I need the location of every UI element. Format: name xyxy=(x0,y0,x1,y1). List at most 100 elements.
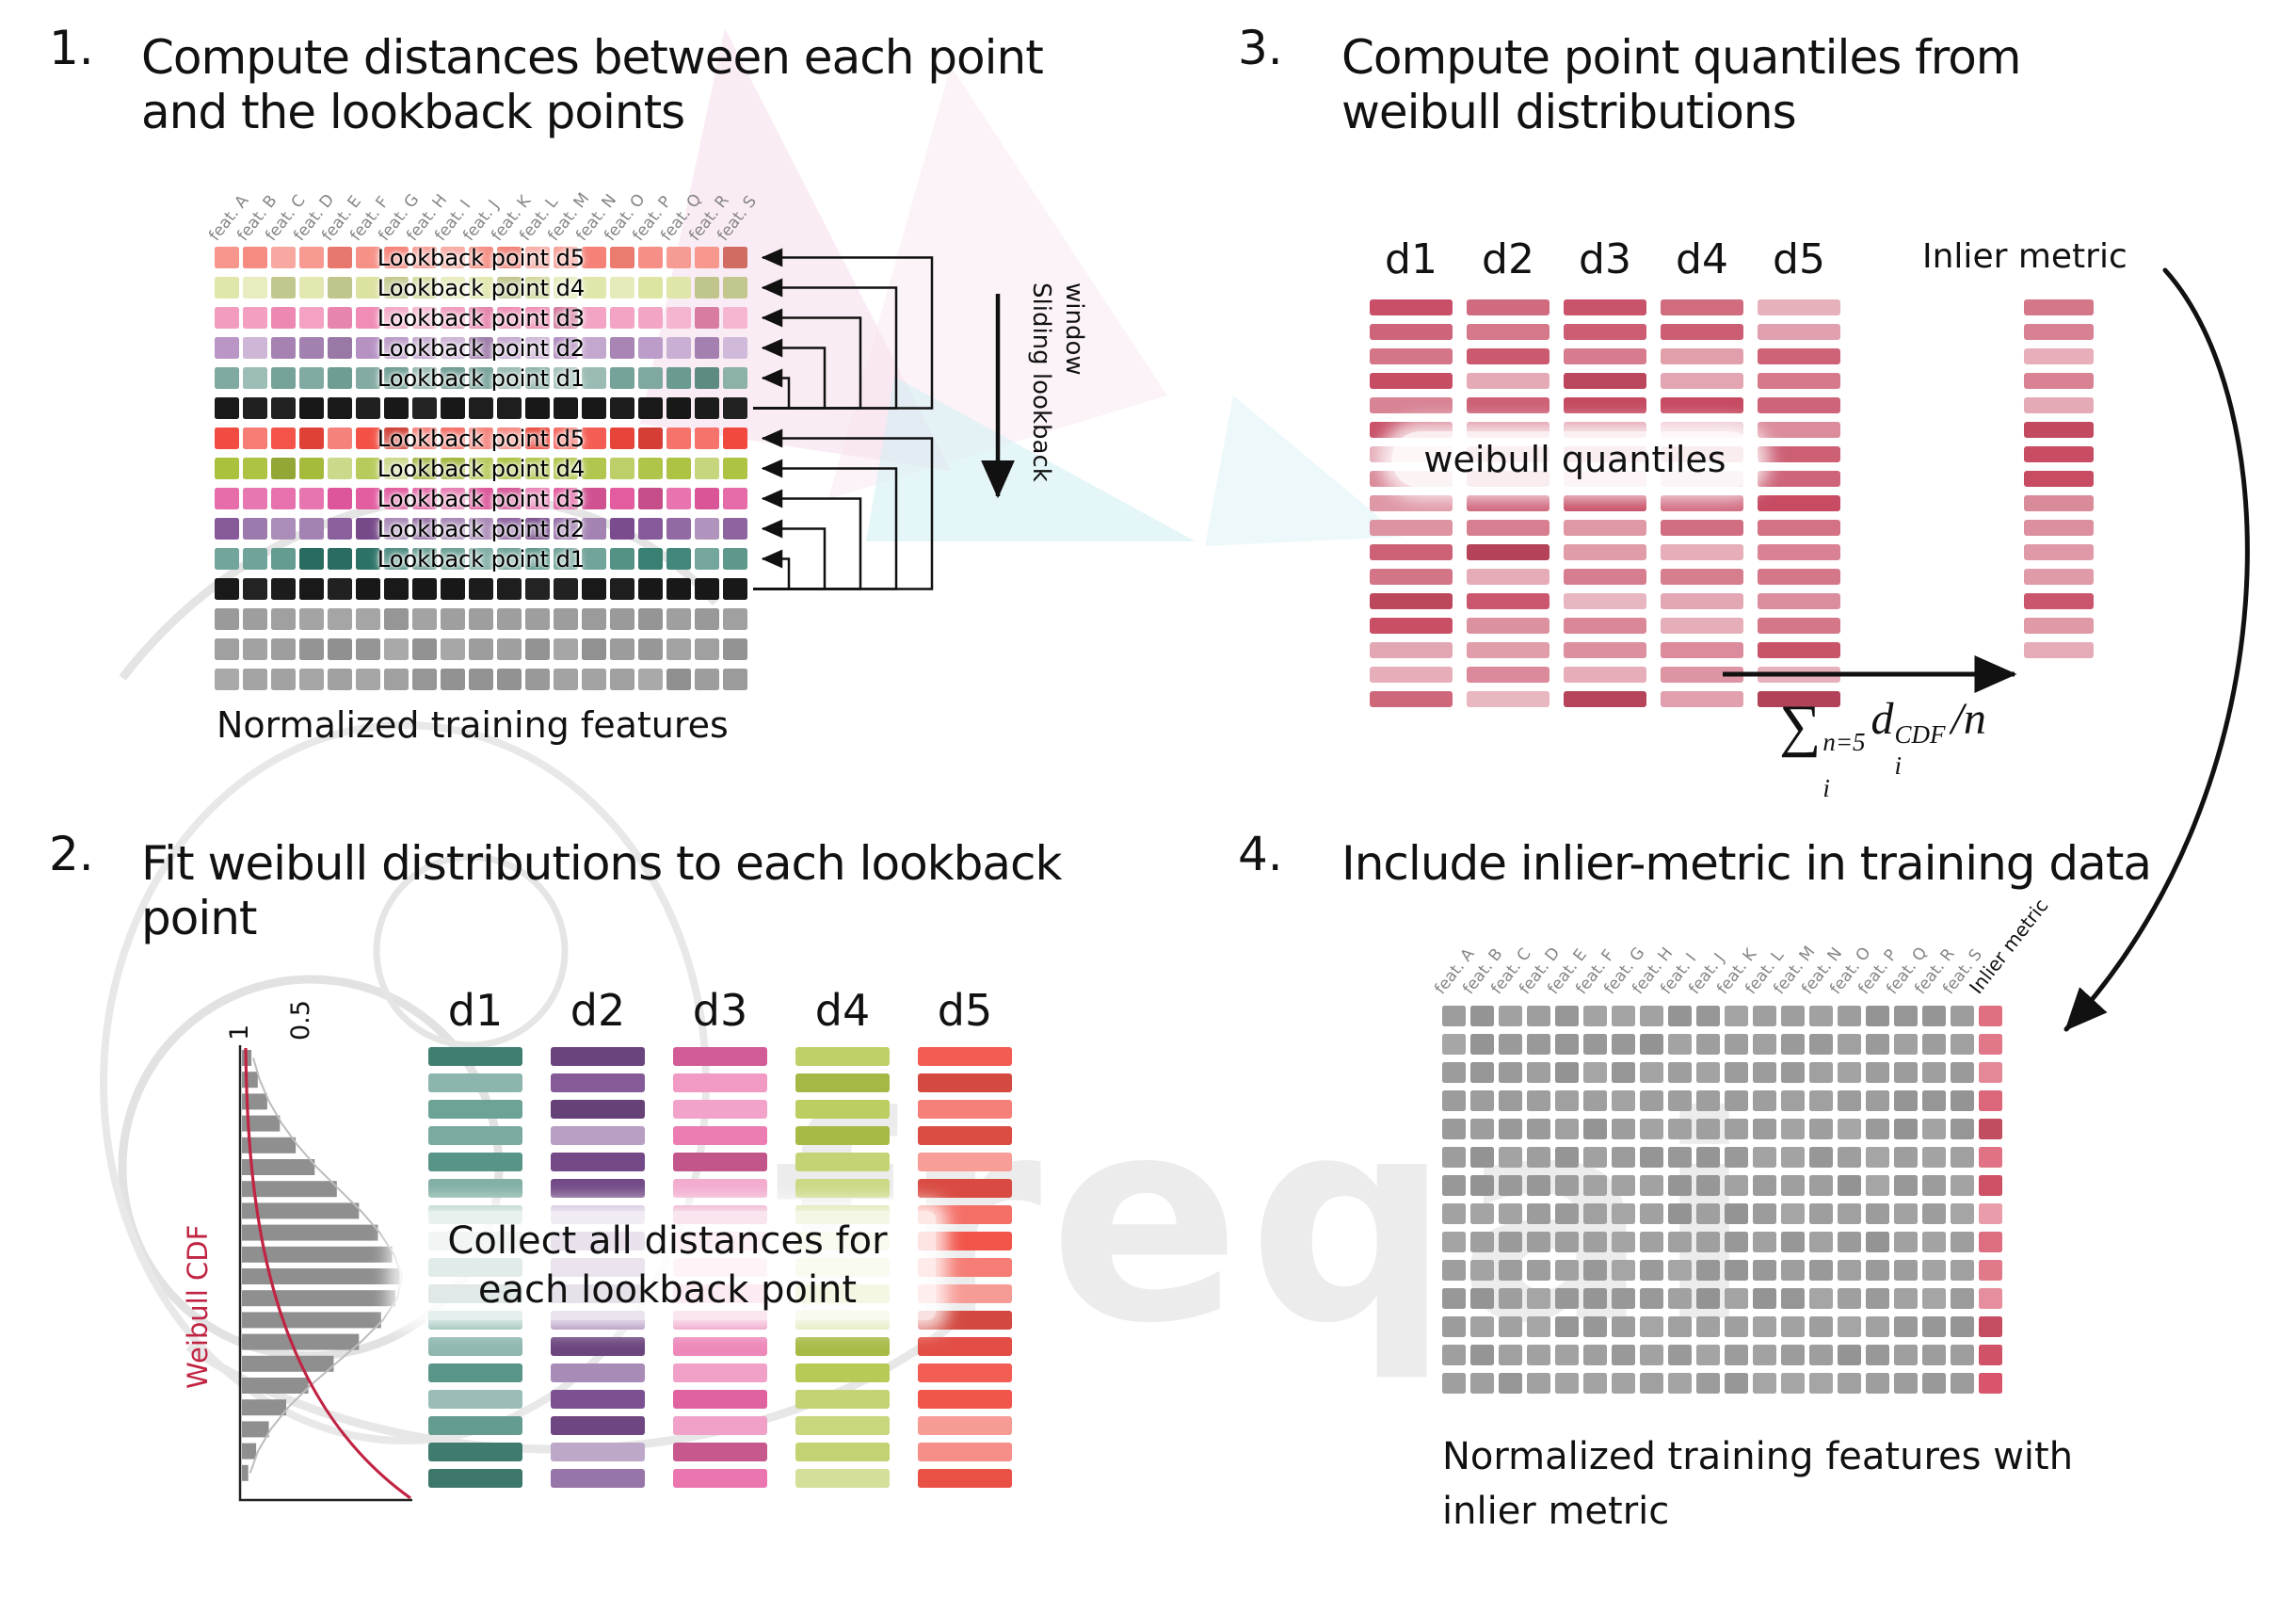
distance-bar xyxy=(795,1100,890,1119)
collect-distances-overlay: Collect all distances for each lookback … xyxy=(399,1211,936,1320)
hist-bar xyxy=(242,1378,309,1394)
grid-cell xyxy=(1442,1175,1466,1196)
grid-cell xyxy=(299,277,324,298)
grid-cell xyxy=(1781,1006,1805,1026)
quantile-bar xyxy=(1370,642,1453,658)
grid-cell xyxy=(1668,1232,1692,1252)
row-labels-1: Lookback point d5 Lookback point d4 Lookba… xyxy=(215,247,747,699)
quantile-column-header: d2 xyxy=(1482,235,1534,283)
grid-cell xyxy=(384,397,409,419)
grid-cell xyxy=(1668,1373,1692,1394)
grid-cell xyxy=(384,548,409,570)
plot-axis xyxy=(238,1045,412,1502)
grid-cell xyxy=(1781,1175,1805,1196)
grid-cell xyxy=(638,458,663,479)
grid-cell xyxy=(1696,1006,1720,1026)
hist-bar xyxy=(242,1399,287,1416)
grid-cell xyxy=(695,548,719,570)
quantile-bar xyxy=(1564,544,1646,560)
grid-cell xyxy=(328,608,352,630)
grid-cell xyxy=(1894,1373,1918,1394)
grid-cell xyxy=(1640,1203,1663,1224)
grid-cell xyxy=(441,337,465,359)
grid-cell xyxy=(1640,1345,1663,1365)
grid-cell xyxy=(1470,1062,1494,1083)
grid-cell xyxy=(1527,1034,1550,1055)
distance-bar xyxy=(428,1100,522,1119)
grid-cell xyxy=(1866,1373,1889,1394)
grid-cell xyxy=(638,307,663,329)
distance-bar xyxy=(918,1073,1012,1092)
inlier-bar xyxy=(2024,324,2094,340)
grid-cell xyxy=(328,548,352,570)
grid-cell xyxy=(441,458,465,479)
grid-cell xyxy=(1838,1147,1861,1168)
grid-cell xyxy=(1922,1203,1946,1224)
grid-cell xyxy=(723,458,747,479)
grid-cell xyxy=(1555,1373,1579,1394)
grid-cell xyxy=(412,427,437,449)
grid-cell xyxy=(497,518,522,540)
grid-cell xyxy=(1583,1147,1607,1168)
grid-cell xyxy=(1640,1006,1663,1026)
grid-cell xyxy=(215,608,239,630)
quantile-bar xyxy=(1467,667,1549,683)
grid-cell xyxy=(610,277,634,298)
grid-cell xyxy=(638,548,663,570)
grid-cell xyxy=(271,277,296,298)
grid-cell xyxy=(1838,1232,1861,1252)
grid-cell xyxy=(271,669,296,690)
grid-cell xyxy=(384,337,409,359)
grid-cell xyxy=(1442,1090,1466,1111)
grid-cell xyxy=(1894,1316,1918,1337)
grid-cell xyxy=(299,518,324,540)
lookback-row-label: Lookback point d3 xyxy=(377,486,586,512)
hist-bar xyxy=(242,1421,269,1438)
grid-cell xyxy=(356,488,380,509)
grid-cell xyxy=(271,578,296,600)
grid-cell xyxy=(525,247,550,268)
grid-cell xyxy=(1781,1316,1805,1337)
grid-cell xyxy=(1809,1147,1833,1168)
hist-bar xyxy=(242,1137,297,1153)
quantile-bar xyxy=(1661,544,1743,560)
quantile-bar xyxy=(1370,618,1453,634)
distance-bar xyxy=(428,1390,522,1409)
grid-cell xyxy=(328,367,352,389)
quantile-bar xyxy=(1467,642,1549,658)
grid-cell xyxy=(243,427,267,449)
grid-cell xyxy=(328,337,352,359)
weibull-cdf-label: Weibull CDF xyxy=(182,1225,214,1389)
distance-bar xyxy=(551,1363,645,1382)
grid-cell xyxy=(1809,1090,1833,1111)
grid-cell xyxy=(1922,1119,1946,1139)
inlier-bar xyxy=(2024,397,2094,413)
grid-cell xyxy=(328,488,352,509)
panel2-title: Fit weibull distributions to each lookba… xyxy=(141,836,1062,945)
grid-cell xyxy=(582,307,606,329)
grid-cell xyxy=(1922,1316,1946,1337)
grid-cell xyxy=(1555,1232,1579,1252)
grid-cell xyxy=(1612,1260,1635,1281)
grid-cell xyxy=(1725,1345,1748,1365)
grid-cell xyxy=(497,458,522,479)
grid-cell xyxy=(1555,1147,1579,1168)
quantile-bar xyxy=(1661,495,1743,511)
grid-cell xyxy=(723,608,747,630)
distance-bar xyxy=(918,1311,1012,1330)
grid-cell xyxy=(1470,1232,1494,1252)
grid-cell xyxy=(1668,1203,1692,1224)
grid-cell xyxy=(299,638,324,660)
grid-cell xyxy=(695,578,719,600)
grid-cell xyxy=(1696,1119,1720,1139)
distance-bar xyxy=(551,1337,645,1356)
grid-cell xyxy=(1583,1062,1607,1083)
grid-cell xyxy=(1866,1232,1889,1252)
grid-cell xyxy=(666,669,691,690)
grid-cell xyxy=(497,427,522,449)
grid-cell xyxy=(1866,1345,1889,1365)
grid-cell xyxy=(271,247,296,268)
mean-cdf-formula: ∑ n=5 i d CDF i/n xyxy=(1704,693,2062,801)
grid-cell xyxy=(582,427,606,449)
tick-label-1: 1 xyxy=(225,1024,254,1040)
